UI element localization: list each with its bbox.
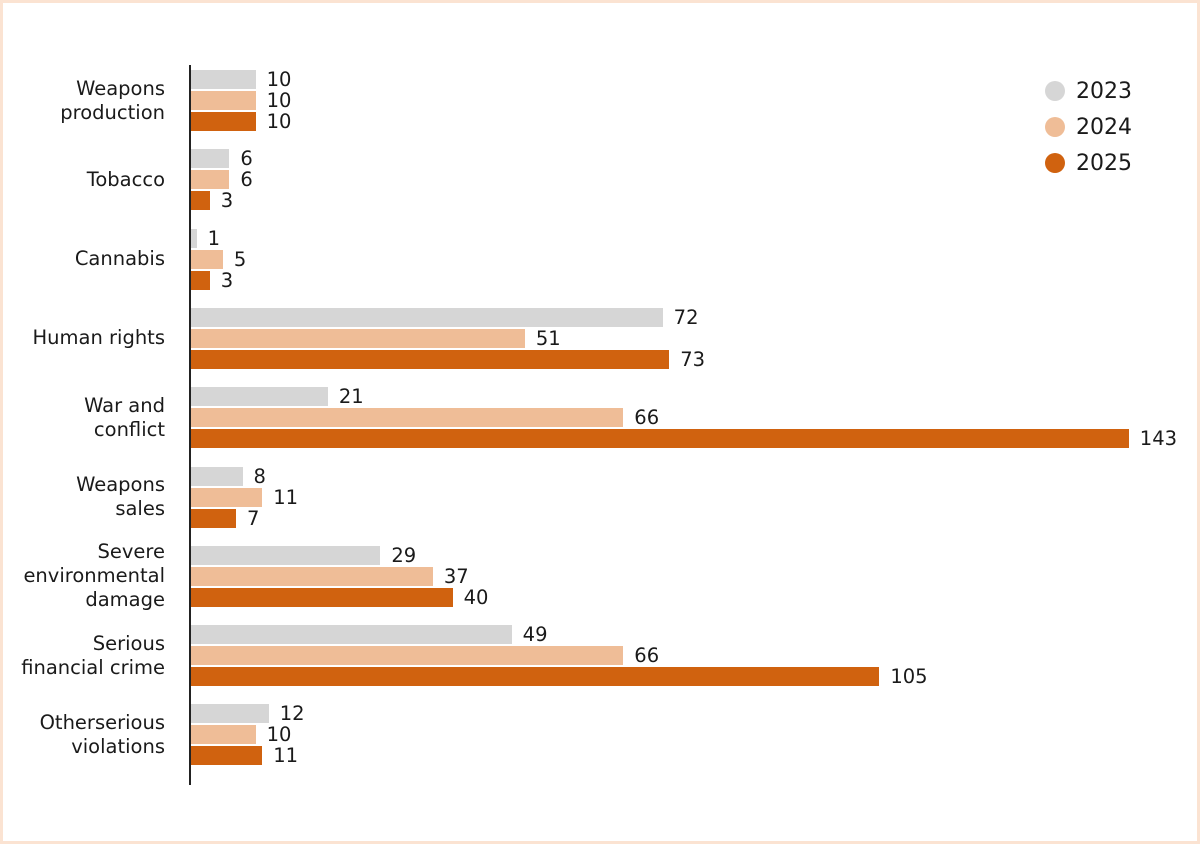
category-label-line: production [60, 100, 165, 124]
value-label: 5 [233, 247, 247, 271]
value-label: 12 [279, 702, 305, 726]
bar-2023 [190, 466, 243, 486]
value-label: 37 [443, 564, 469, 588]
legend-dot-icon [1045, 81, 1065, 101]
category-label-line: Human rights [32, 326, 165, 350]
bar-2024 [190, 487, 263, 507]
legend-item-2024: 2024 [1045, 109, 1132, 145]
bar-2025 [190, 191, 210, 211]
value-label: 73 [680, 347, 706, 371]
value-label: 10 [266, 110, 292, 133]
bar-2023 [190, 545, 381, 565]
category-label-line: Otherserious [39, 710, 165, 734]
value-label: 143 [1139, 427, 1178, 451]
category-label: Weapons production [60, 77, 165, 125]
value-label: 3 [220, 268, 234, 292]
bar-2025 [190, 429, 1129, 449]
legend-dot-icon [1045, 153, 1065, 173]
category-label-line: Weapons [76, 76, 165, 100]
category-label: Human rights [32, 326, 165, 350]
category-label: Serious financial crime [21, 632, 165, 680]
category-label-line: Tobacco [86, 167, 165, 191]
bar-2025 [190, 349, 670, 369]
bar-2025 [190, 112, 256, 131]
legend-item-2025: 2025 [1045, 145, 1132, 181]
value-label: 21 [338, 385, 364, 409]
bar-2024 [190, 249, 223, 269]
value-label: 1 [207, 226, 220, 250]
bar-2025 [190, 746, 263, 766]
legend: 2023 2024 2025 [1045, 73, 1132, 181]
value-label: 8 [253, 464, 266, 488]
bar-2024 [190, 725, 256, 745]
value-label: 10 [266, 68, 292, 91]
value-label: 7 [246, 506, 260, 530]
bar-2025 [190, 587, 453, 607]
bar-2024 [190, 91, 256, 110]
bar-2024 [190, 646, 624, 666]
bar-2023 [190, 228, 197, 248]
value-label: 6 [240, 168, 253, 192]
bar-2023 [190, 149, 230, 169]
category-label-line: sales [115, 497, 165, 520]
category-label-line: Cannabis [74, 247, 165, 271]
bar-2024 [190, 328, 525, 348]
value-label: 66 [634, 644, 660, 668]
category-label-line: financial crime [21, 655, 165, 679]
bar-2025 [190, 508, 236, 528]
category-label-line: Serious [92, 631, 165, 655]
category-label: Tobacco [87, 168, 165, 192]
legend-label: 2025 [1076, 150, 1132, 176]
value-label: 10 [266, 723, 292, 747]
y-axis-line [189, 65, 191, 785]
category-label-line: conflict [93, 417, 165, 441]
bar-2023 [190, 625, 512, 645]
value-label: 3 [220, 189, 234, 213]
bar-2023 [190, 387, 328, 407]
value-label: 49 [522, 623, 548, 647]
value-label: 51 [535, 326, 561, 350]
value-label: 6 [240, 147, 253, 171]
category-label: Weapons sales [76, 473, 165, 521]
bar-2023 [190, 307, 663, 327]
category-label: Severe environmental damage [23, 540, 165, 612]
bar-2024 [190, 566, 433, 586]
value-label: 72 [673, 305, 699, 329]
bar-2024 [190, 408, 624, 428]
value-label: 10 [266, 89, 292, 112]
category-label: Cannabis [75, 247, 165, 271]
category-label-line: damage [85, 588, 165, 612]
value-label: 105 [890, 665, 928, 689]
value-label: 11 [273, 744, 299, 768]
category-label-line: violations [71, 734, 165, 758]
bar-2025 [190, 667, 880, 687]
legend-dot-icon [1045, 117, 1065, 137]
bar-2023 [190, 704, 269, 724]
bar-2025 [190, 270, 210, 290]
value-label: 40 [463, 585, 489, 609]
chart-frame: Weapons production 10 10 10 Tobacco 6 6 3 Cannabi… [3, 3, 1197, 841]
bar-2023 [190, 70, 256, 89]
category-label-line: Weapons [76, 473, 165, 496]
legend-label: 2024 [1076, 114, 1132, 140]
category-label-line: War and [84, 393, 165, 417]
value-label: 11 [273, 485, 299, 509]
category-label: Otherserious violations [40, 711, 165, 759]
bar-2024 [190, 170, 230, 190]
value-label: 66 [634, 406, 660, 430]
legend-label: 2023 [1076, 78, 1132, 104]
legend-item-2023: 2023 [1045, 73, 1132, 109]
category-label-line: Severe [97, 540, 166, 564]
value-label: 29 [391, 543, 417, 567]
category-label-line: environmental [23, 564, 165, 588]
category-label: War and conflict [84, 394, 165, 442]
